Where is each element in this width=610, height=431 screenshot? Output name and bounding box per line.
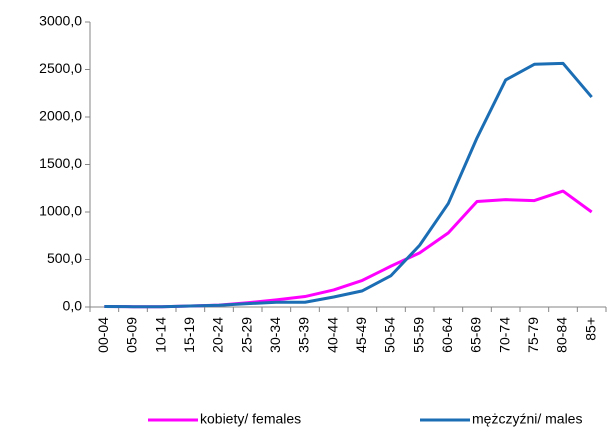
x-tick-label: 50-54	[382, 317, 398, 353]
x-tick-label: 80-84	[554, 317, 570, 353]
y-tick-label: 3000,0	[39, 13, 82, 29]
x-tick-label: 75-79	[525, 317, 541, 353]
x-tick-label: 25-29	[238, 317, 254, 353]
y-tick-label: 2500,0	[39, 60, 82, 76]
series-line	[104, 61, 593, 309]
y-tick-label: 1000,0	[39, 203, 82, 219]
x-tick-label: 30-34	[267, 317, 283, 353]
x-tick-label: 55-59	[410, 317, 426, 353]
series-line	[104, 189, 593, 309]
legend-label: mężczyźni/ males	[472, 411, 582, 427]
legend-label: kobiety/ females	[200, 411, 301, 427]
x-tick-label: 85+	[582, 317, 598, 341]
x-tick-label: 35-39	[296, 317, 312, 353]
x-tick-label: 00-04	[95, 317, 111, 353]
y-tick-label: 500,0	[47, 250, 82, 266]
x-tick-label: 20-24	[210, 317, 226, 353]
x-tick-label: 05-09	[124, 317, 140, 353]
x-tick-label: 45-49	[353, 317, 369, 353]
x-tick-label: 60-64	[439, 317, 455, 353]
y-tick-label: 0,0	[63, 298, 83, 314]
x-tick-label: 40-44	[324, 317, 340, 353]
y-tick-label: 1500,0	[39, 155, 82, 171]
x-tick-label: 65-69	[468, 317, 484, 353]
x-tick-label: 70-74	[496, 317, 512, 353]
y-tick-label: 2000,0	[39, 108, 82, 124]
x-tick-label: 15-19	[181, 317, 197, 353]
x-tick-label: 10-14	[152, 317, 168, 353]
